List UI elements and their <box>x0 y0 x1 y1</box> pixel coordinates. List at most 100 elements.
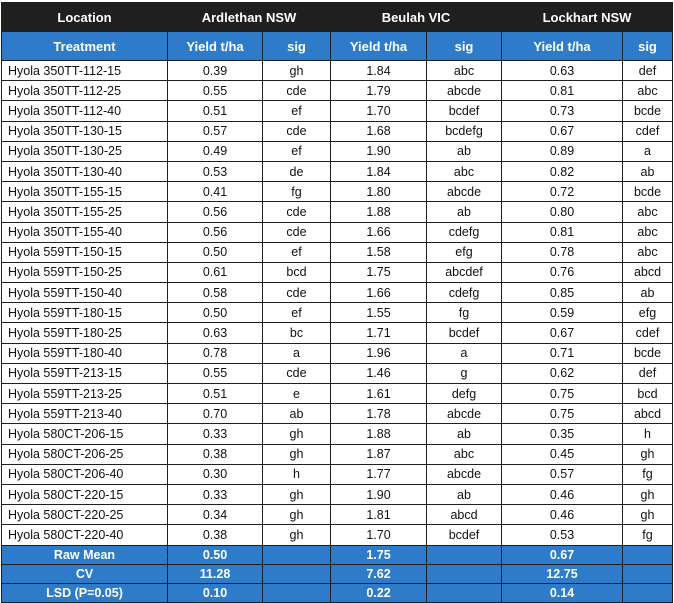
lockhart-yield-cell: 0.72 <box>501 181 623 203</box>
lockhart-sig-cell: bcd <box>622 382 673 405</box>
sig-header: sig <box>426 31 502 61</box>
beulah-sig-cell: defg <box>426 382 502 405</box>
ardlethan-yield-cell: 0.63 <box>167 322 263 344</box>
beulah-sig-cell: abcde <box>426 463 502 485</box>
beulah-sig-cell: bcdefg <box>426 120 502 142</box>
beulah-yield-cell: 1.90 <box>330 483 427 506</box>
beulah-sig-cell: abcd <box>426 504 502 526</box>
table-row: Hyola 350TT-155-40 0.56 cde 1.66 cdefg 0.81 ab… <box>1 221 673 243</box>
ardlethan-sig-cell: ab <box>262 403 331 425</box>
sig-header: sig <box>622 31 673 61</box>
table-row: Hyola 350TT-112-40 0.51 ef 1.70 bcdef 0.73 bcd… <box>1 100 673 122</box>
treatment-cell: Hyola 580CT-220-25 <box>1 504 168 526</box>
beulah-yield-cell: 1.61 <box>330 382 427 405</box>
beulah-yield-cell: 1.77 <box>330 463 427 485</box>
ardlethan-yield-cell: 0.34 <box>167 504 263 526</box>
ardlethan-sig-cell: h <box>262 463 331 485</box>
ardlethan-sig-cell: gh <box>262 423 331 445</box>
table-row: Hyola 350TT-155-15 0.41 fg 1.80 abcde 0.72 bcd… <box>1 181 673 203</box>
table-row: Hyola 350TT-130-25 0.49 ef 1.90 ab 0.89 a <box>1 140 673 162</box>
lockhart-sig-cell: gh <box>622 443 673 465</box>
treatment-cell: Hyola 580CT-220-40 <box>1 524 168 546</box>
lockhart-sig-cell: abc <box>622 201 673 223</box>
lockhart-yield-cell: 0.75 <box>501 382 623 405</box>
beulah-sig-cell: bcdef <box>426 100 502 122</box>
table-row: Hyola 559TT-213-40 0.70 ab 1.78 abcde 0.75 abc… <box>1 403 673 425</box>
ardlethan-yield-cell: 0.70 <box>167 403 263 425</box>
lockhart-sig-cell: abcd <box>622 261 673 284</box>
lockhart-yield-cell: 0.45 <box>501 443 623 465</box>
ardlethan-sig-cell: cde <box>262 201 331 223</box>
beulah-sig-summary-cell <box>426 544 502 565</box>
lockhart-yield-cell: 0.67 <box>501 322 623 344</box>
ardlethan-yield-cell: 0.56 <box>167 221 263 243</box>
ardlethan-sig-cell: cde <box>262 221 331 243</box>
location-header: Location <box>1 2 168 32</box>
beulah-yield-cell: 1.81 <box>330 504 427 526</box>
beulah-yield-cell: 1.58 <box>330 241 427 263</box>
ardlethan-yield-cell: 0.33 <box>167 483 263 506</box>
beulah-sig-cell: ab <box>426 483 502 506</box>
beulah-sig-cell: ab <box>426 201 502 223</box>
lockhart-sig-cell: def <box>622 362 673 385</box>
lockhart-yield-cell: 0.73 <box>501 100 623 122</box>
ardlethan-sig-cell: a <box>262 342 331 364</box>
lockhart-yield-cell: 0.89 <box>501 140 623 162</box>
lockhart-sig-cell: abc <box>622 241 673 263</box>
site-header-ardlethan: Ardlethan NSW <box>167 2 331 32</box>
ardlethan-yield-cell: 0.49 <box>167 140 263 162</box>
lockhart-yield-cell: 0.46 <box>501 483 623 506</box>
lockhart-yield-cell: 0.62 <box>501 362 623 385</box>
treatment-cell: Hyola 350TT-130-15 <box>1 120 168 142</box>
lockhart-sig-cell: efg <box>622 302 673 324</box>
ardlethan-sig-cell: ef <box>262 140 331 162</box>
treatment-cell: Hyola 350TT-155-40 <box>1 221 168 243</box>
lockhart-yield-summary-cell: 12.75 <box>501 563 623 584</box>
beulah-yield-cell: 1.68 <box>330 120 427 142</box>
ardlethan-yield-cell: 0.39 <box>167 59 263 82</box>
beulah-yield-cell: 1.78 <box>330 403 427 425</box>
table-row: Hyola 559TT-213-15 0.55 cde 1.46 g 0.62 def <box>1 362 673 385</box>
ardlethan-yield-cell: 0.61 <box>167 261 263 284</box>
ardlethan-sig-cell: fg <box>262 181 331 203</box>
lockhart-yield-cell: 0.53 <box>501 524 623 546</box>
lockhart-yield-cell: 0.76 <box>501 261 623 284</box>
beulah-yield-cell: 1.66 <box>330 282 427 304</box>
ardlethan-yield-cell: 0.38 <box>167 524 263 546</box>
lockhart-yield-cell: 0.46 <box>501 504 623 526</box>
beulah-yield-cell: 1.75 <box>330 261 427 284</box>
lockhart-sig-cell: ab <box>622 160 673 183</box>
beulah-yield-cell: 1.84 <box>330 59 427 82</box>
treatment-cell: Hyola 559TT-180-25 <box>1 322 168 344</box>
ardlethan-yield-cell: 0.56 <box>167 201 263 223</box>
lockhart-yield-cell: 0.71 <box>501 342 623 364</box>
lockhart-sig-cell: def <box>622 59 673 82</box>
table-row: Hyola 559TT-180-40 0.78 a 1.96 a 0.71 bcde <box>1 342 673 364</box>
summary-body: Raw Mean 0.50 1.75 0.67 CV 11.28 7.62 12.75 LSD … <box>1 544 673 603</box>
lockhart-sig-cell: fg <box>622 463 673 485</box>
ardlethan-sig-cell: e <box>262 382 331 405</box>
beulah-sig-cell: abcde <box>426 403 502 425</box>
beulah-yield-cell: 1.87 <box>330 443 427 465</box>
treatment-cell: Hyola 350TT-155-25 <box>1 201 168 223</box>
ardlethan-yield-cell: 0.78 <box>167 342 263 364</box>
beulah-sig-cell: ab <box>426 423 502 445</box>
treatment-cell: Hyola 559TT-150-15 <box>1 241 168 263</box>
ardlethan-yield-cell: 0.33 <box>167 423 263 445</box>
lockhart-sig-cell: bcde <box>622 100 673 122</box>
beulah-sig-cell: a <box>426 342 502 364</box>
beulah-sig-cell: efg <box>426 241 502 263</box>
ardlethan-sig-cell: gh <box>262 59 331 82</box>
raw-mean-row: Raw Mean 0.50 1.75 0.67 <box>1 544 673 565</box>
beulah-sig-cell: abc <box>426 160 502 183</box>
beulah-yield-cell: 1.55 <box>330 302 427 324</box>
summary-label: CV <box>1 563 168 584</box>
yield-header: Yield t/ha <box>167 31 263 61</box>
ardlethan-sig-cell: ef <box>262 100 331 122</box>
ardlethan-yield-cell: 0.30 <box>167 463 263 485</box>
lockhart-yield-cell: 0.67 <box>501 120 623 142</box>
table-row: Hyola 559TT-213-25 0.51 e 1.61 defg 0.75 bcd <box>1 382 673 405</box>
lockhart-sig-cell: bcde <box>622 342 673 364</box>
ardlethan-sig-summary-cell <box>262 563 331 584</box>
beulah-yield-cell: 1.88 <box>330 423 427 445</box>
